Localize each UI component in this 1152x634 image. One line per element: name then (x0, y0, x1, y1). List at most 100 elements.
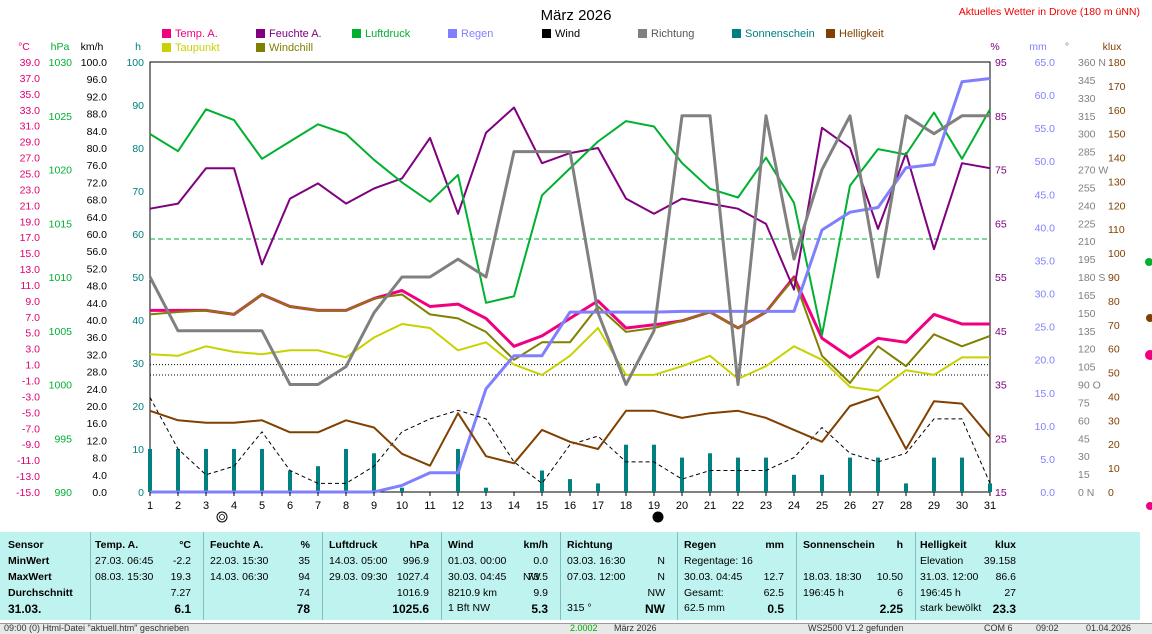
hum-header: Feuchte A. (210, 539, 264, 551)
sunshine-bar (764, 457, 768, 492)
temp_c-tick-label: 27.0 (20, 153, 41, 165)
legend-swatch (162, 43, 171, 52)
humidity_pct-tick-label: 45 (995, 326, 1007, 338)
windchill-line (149, 277, 991, 384)
temp-current-value: 6.1 (174, 602, 191, 616)
temp_c-tick-label: 21.0 (20, 200, 41, 212)
rain_mm-tick-label: 45.0 (1035, 189, 1056, 201)
brightness_klux-tick-label: 150 (1108, 129, 1126, 141)
brightness_klux-tick-label: 180 (1108, 57, 1126, 69)
sun-max-time: 18.03. 18:30 (803, 571, 862, 583)
direction_deg-tick-label: 330 (1078, 93, 1096, 105)
sunshine-bar (792, 474, 796, 492)
temp_c-tick-label: -9.0 (22, 439, 40, 451)
x-tick-label: 21 (704, 500, 716, 512)
rain_mm-tick-label: 50.0 (1035, 156, 1056, 168)
chart-title: März 2026 (541, 7, 612, 24)
x-tick-label: 29 (928, 500, 940, 512)
humidity_pct-axis: 95 85 75 65 55 45 35 25 15% (990, 41, 1007, 499)
sunshine-bar (932, 457, 936, 492)
x-tick-label: 9 (371, 500, 377, 512)
wind_kmh-tick-label: 4.0 (92, 470, 107, 482)
sun-current-value: 2.25 (879, 602, 903, 616)
direction_deg-tick-label: 240 (1078, 200, 1096, 212)
rain_mm-axis: 65.0 60.0 55.0 50.0 45.0 40.0 35.0 30.0 25.0 20.0… (1029, 41, 1055, 499)
luftdruck-line (149, 108, 991, 336)
x-tick-label: 3 (203, 500, 209, 512)
wind-min-time: 01.03. 00:00 (448, 555, 507, 567)
sun_h-unit-label: h (135, 41, 141, 53)
site-label[interactable]: Aktuelles Wetter in Drove (180 m üNN) (958, 6, 1140, 18)
sun_h-tick-label: 70 (132, 186, 144, 198)
sun_h-tick-label: 90 (132, 100, 144, 112)
wind_kmh-tick-label: 100.0 (81, 57, 107, 69)
direction_deg-tick-label: 60 (1078, 415, 1090, 427)
sunshine-bar (400, 487, 404, 492)
sunshine-bar (204, 449, 208, 492)
legend-swatch (352, 29, 361, 38)
wind_kmh-tick-label: 72.0 (87, 177, 108, 189)
temp-marker (1145, 350, 1152, 360)
wind-max-direction: NW (523, 571, 541, 583)
temp_c-tick-label: 1.0 (25, 360, 40, 372)
rain_mm-tick-label: 10.0 (1035, 421, 1056, 433)
sunshine-bar (848, 457, 852, 492)
press-max-value: 1027.4 (396, 571, 429, 583)
sunshine-bar (876, 457, 880, 492)
pressure_hpa-tick-label: 1015 (49, 218, 73, 230)
wind_kmh-tick-label: 76.0 (87, 160, 108, 172)
humidity_pct-tick-label: 65 (995, 218, 1007, 230)
wind_kmh-tick-label: 16.0 (87, 418, 108, 430)
wind-unit: km/h (523, 539, 548, 551)
wind-distance: 8210.9 km (448, 587, 498, 599)
sun_h-tick-label: 50 (132, 272, 144, 284)
pressure_hpa-unit-label: hPa (51, 41, 70, 53)
temp_c-tick-label: 9.0 (25, 296, 40, 308)
axes: 39.0 37.0 35.0 33.0 31.0 29.0 27.0 25.0 23.0 21.0… (16, 41, 1126, 499)
light-max-time: 31.03. 12:00 (920, 571, 979, 583)
wind_kmh-tick-label: 0.0 (92, 487, 107, 499)
direction_deg-tick-label: 150 (1078, 308, 1096, 320)
right-edge-indicators (1145, 258, 1152, 510)
legend-label: Helligkeit (839, 28, 884, 40)
sunshine-bar (260, 449, 264, 492)
rain_mm-tick-label: 65.0 (1035, 57, 1056, 69)
hum-min-time: 22.03. 15:30 (210, 555, 269, 567)
brightness_klux-tick-label: 70 (1108, 320, 1120, 332)
humidity_pct-tick-label: 25 (995, 433, 1007, 445)
direction_deg-tick-label: 135 (1078, 326, 1096, 338)
wind_kmh-tick-label: 24.0 (87, 384, 108, 396)
pressure_hpa-tick-label: 990 (54, 487, 72, 499)
temp_c-tick-label: 23.0 (20, 184, 41, 196)
temp_c-tick-label: -3.0 (22, 391, 40, 403)
full-moon-icon-inner (219, 514, 225, 520)
sun_h-tick-label: 40 (132, 315, 144, 327)
rain-total-label: Gesamt: (684, 587, 724, 599)
brightness_klux-tick-label: 110 (1108, 224, 1125, 236)
rain-current-label: 62.5 mm (684, 602, 725, 614)
wind_kmh-tick-label: 12.0 (87, 435, 108, 447)
sunshine-bar (372, 453, 376, 492)
brightness_klux-tick-label: 10 (1108, 463, 1120, 475)
x-tick-label: 24 (788, 500, 800, 512)
sun_h-tick-label: 60 (132, 229, 144, 241)
x-tick-label: 31 (984, 500, 996, 512)
direction_deg-axis: 360 N 345 330 315 300 285 270 W 255 240 225 210 195… (1065, 41, 1109, 499)
temp_c-tick-label: 7.0 (25, 312, 40, 324)
sunshine-bar (988, 483, 992, 492)
humidity_pct-tick-label: 35 (995, 380, 1007, 392)
x-tick-label: 7 (315, 500, 321, 512)
x-tick-label: 12 (452, 500, 464, 512)
weather-chart: März 2026 Temp. A. Taupunkt Feuchte A. Wind… (16, 7, 1152, 523)
temp_c-tick-label: 25.0 (20, 168, 41, 180)
temp_c-tick-label: 33.0 (20, 105, 41, 117)
x-tick-label: 13 (480, 500, 492, 512)
dir-header: Richtung (567, 539, 613, 551)
temp_c-tick-label: -15.0 (16, 487, 40, 499)
legend-label: Feuchte A. (269, 28, 322, 40)
sun_h-tick-label: 0 (138, 487, 144, 499)
sun-total-hours: 196:45 h (803, 587, 844, 599)
sunshine-bar (624, 444, 628, 492)
x-tick-label: 10 (396, 500, 408, 512)
x-tick-label: 8 (343, 500, 349, 512)
